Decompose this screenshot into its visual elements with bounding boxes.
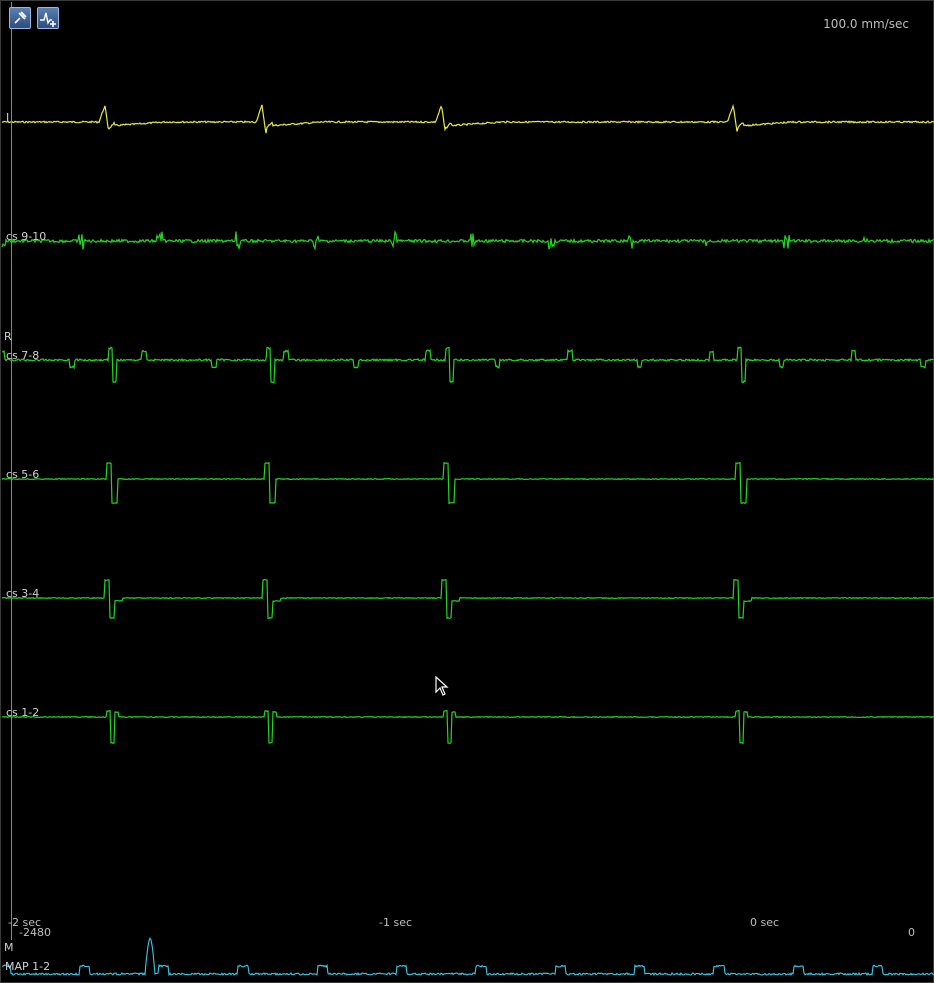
time-axis-middle-label: -1 sec xyxy=(379,916,413,929)
trace-lead-i xyxy=(1,103,934,134)
add-trace-icon xyxy=(40,12,56,27)
time-axis-right-label: 0 sec xyxy=(750,916,780,929)
trace-cs-3-4 xyxy=(1,578,934,620)
mouse-pointer-icon xyxy=(435,676,449,696)
channel-label-cs-9-10[interactable]: cs 9-10 xyxy=(6,230,47,243)
channel-label-cs-5-6[interactable]: cs 5-6 xyxy=(6,468,40,481)
trace-map-1-2 xyxy=(1,936,934,977)
channel-label-lead-i[interactable]: I xyxy=(6,111,10,124)
map-scale-max: 0 xyxy=(908,926,915,939)
side-marker-r: R xyxy=(4,330,12,343)
trace-cs-7-8 xyxy=(2,346,934,384)
channel-label-cs-1-2[interactable]: cs 1-2 xyxy=(6,706,40,719)
time-axis-left-label: -2 sec xyxy=(8,916,42,929)
pushpin-tool-button[interactable] xyxy=(9,7,31,29)
pushpin-icon xyxy=(14,11,27,24)
map-scale-min: -2480 xyxy=(19,926,51,939)
trace-cs-5-6 xyxy=(1,461,934,505)
channel-label-cs-3-4[interactable]: cs 3-4 xyxy=(6,587,40,600)
trace-cs-1-2 xyxy=(1,709,934,745)
vertical-axis-line xyxy=(11,2,12,940)
channel-label-map-1-2[interactable]: MAP 1-2 xyxy=(5,960,51,973)
side-marker-m: M xyxy=(4,941,14,954)
add-trace-tool-button[interactable] xyxy=(37,7,59,29)
trace-cs-9-10 xyxy=(1,229,934,251)
sweep-speed-label[interactable]: 100.0 mm/sec xyxy=(823,17,909,31)
channel-label-cs-7-8[interactable]: cs 7-8 xyxy=(6,349,40,362)
